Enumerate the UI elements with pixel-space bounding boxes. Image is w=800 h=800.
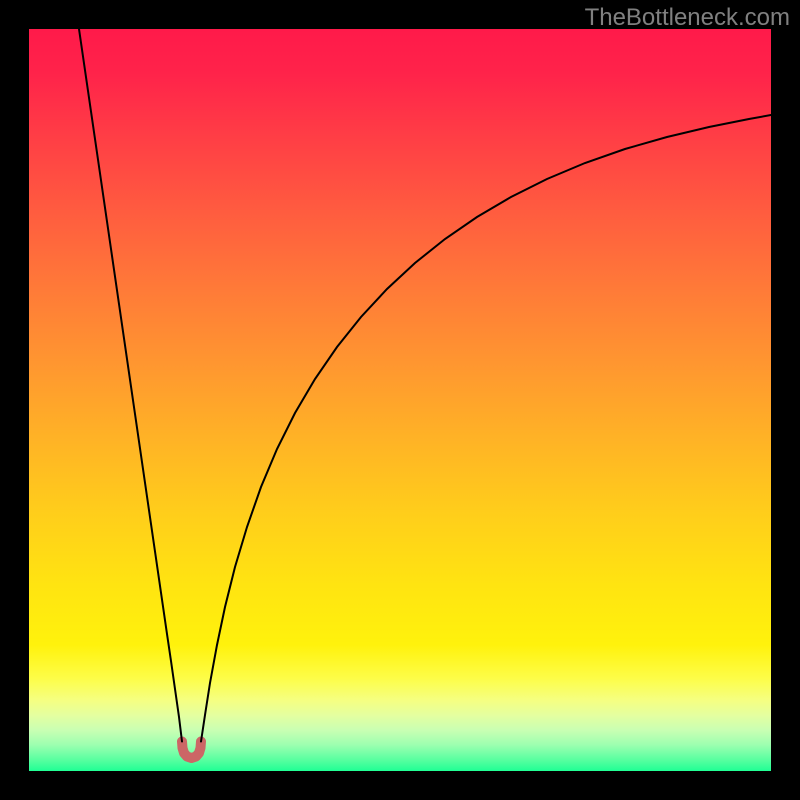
chart-container: TheBottleneck.com xyxy=(0,0,800,800)
plot-area xyxy=(29,29,771,771)
curve-layer xyxy=(29,29,771,771)
valley-marker xyxy=(182,742,201,759)
watermark-text: TheBottleneck.com xyxy=(585,4,790,32)
curve-left-branch xyxy=(79,29,182,742)
curve-right-branch xyxy=(201,115,771,742)
